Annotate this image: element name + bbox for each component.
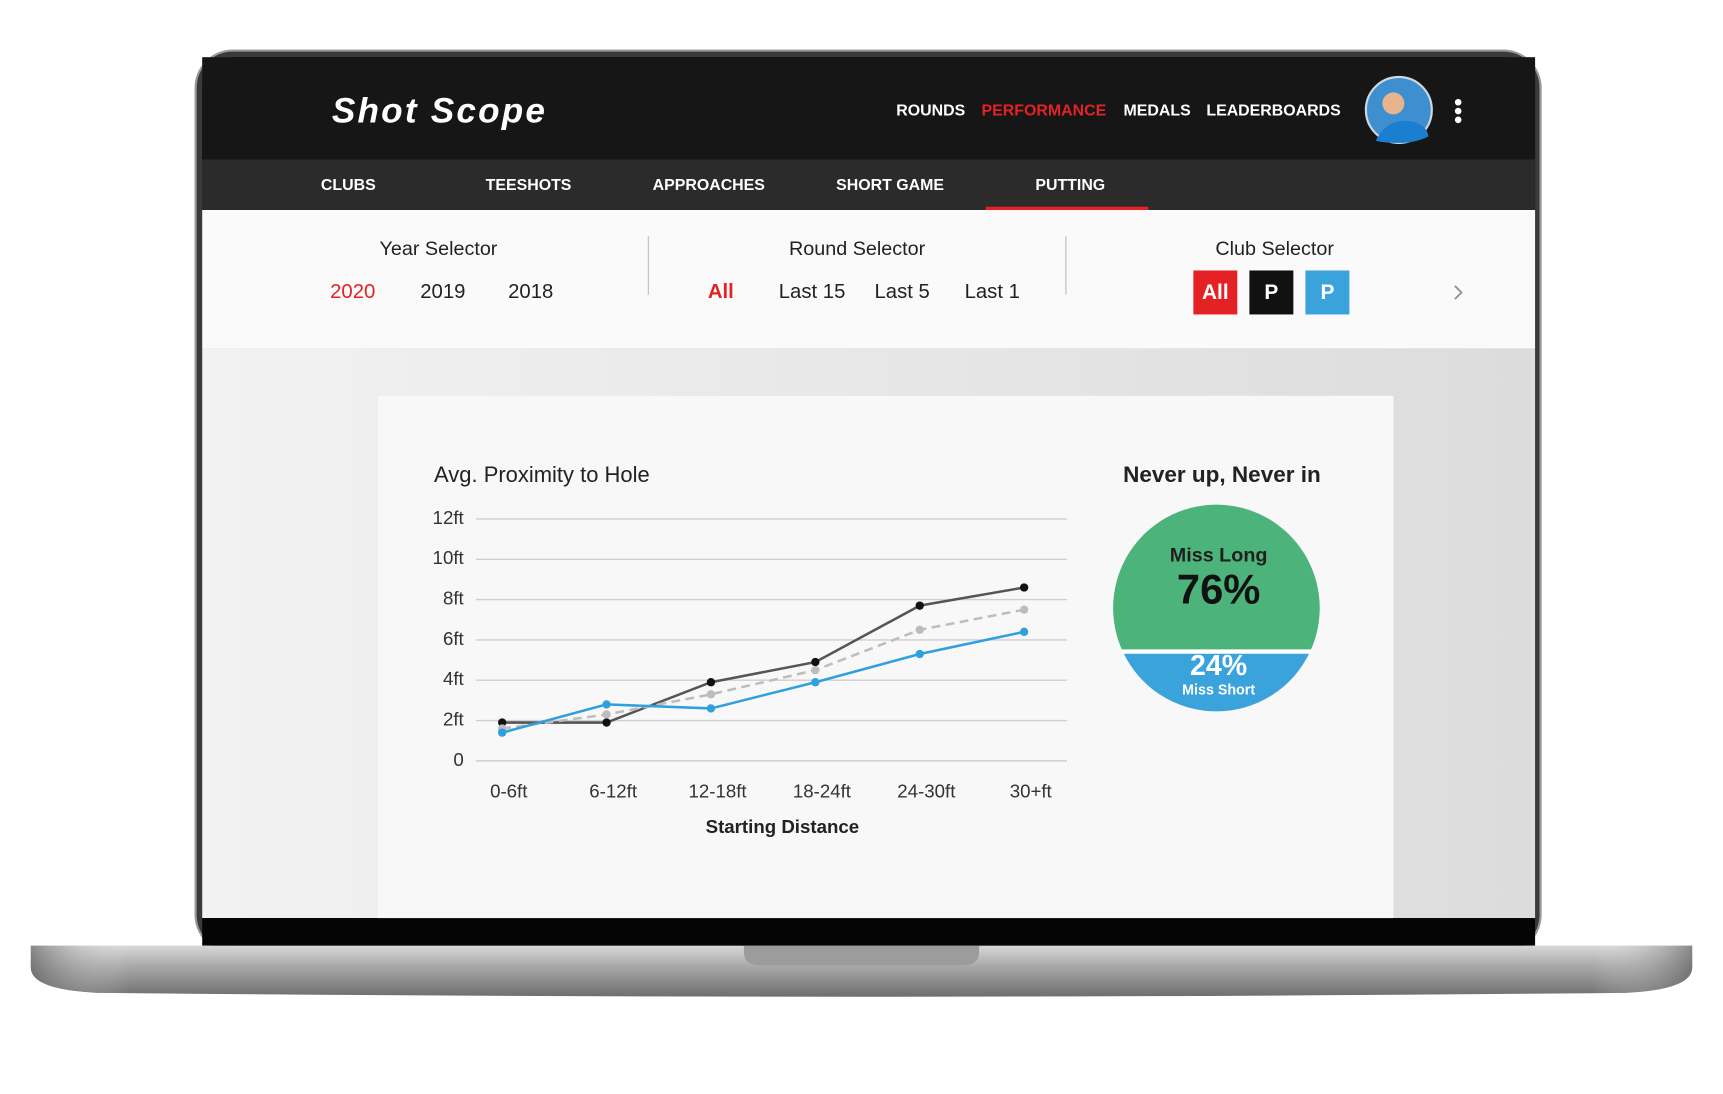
tab-underline: [985, 206, 1149, 211]
selector-option[interactable]: Last 5: [874, 281, 929, 303]
point: [811, 678, 820, 687]
y-tick-label: 4ft: [443, 668, 465, 689]
tab[interactable]: PUTTING: [1035, 177, 1105, 194]
x-tick-label: 24-30ft: [897, 781, 956, 802]
selector-option[interactable]: 2020: [330, 281, 375, 303]
club-button[interactable]: [1193, 270, 1238, 315]
tab[interactable]: APPROACHES: [653, 177, 765, 194]
segment-value: 24%: [1190, 650, 1247, 682]
point: [811, 665, 820, 675]
pie-segment: [1113, 504, 1320, 652]
chart-title: Never up, Never in: [1123, 462, 1321, 487]
point: [497, 718, 507, 727]
point: [1019, 583, 1029, 592]
point: [811, 657, 820, 667]
selector-option[interactable]: Last 15: [779, 281, 846, 303]
point: [915, 601, 924, 610]
top-bar: [202, 57, 1536, 160]
x-tick-label: 18-24ft: [793, 781, 852, 802]
selector-option[interactable]: All: [708, 281, 734, 303]
x-tick-label: 30+ft: [1010, 781, 1053, 802]
segment-value: 76%: [1177, 566, 1261, 613]
selector-title: Round Selector: [789, 238, 926, 260]
laptop-notch: [743, 945, 980, 966]
x-tick-label: 6-12ft: [589, 781, 638, 802]
point: [1019, 605, 1029, 614]
logo[interactable]: Shot Scope: [332, 92, 547, 131]
y-tick-label: 0: [453, 749, 463, 770]
nav-item[interactable]: MEDALS: [1123, 102, 1190, 119]
point: [602, 710, 611, 719]
selector-title: Year Selector: [379, 238, 497, 260]
point: [915, 649, 924, 659]
point: [915, 625, 924, 635]
avatar-face: [1382, 92, 1405, 115]
club-button-label[interactable]: All: [1202, 281, 1229, 304]
selector-option[interactable]: Last 1: [965, 281, 1020, 303]
club-button[interactable]: [1249, 270, 1294, 315]
club-button-label[interactable]: P: [1264, 281, 1278, 304]
tab-bar: [202, 159, 1536, 211]
line-series: [502, 608, 1025, 730]
point: [706, 704, 716, 713]
nav-item[interactable]: ROUNDS: [896, 102, 965, 119]
point: [706, 690, 716, 699]
tab[interactable]: SHORT GAME: [836, 177, 944, 194]
point: [602, 700, 611, 709]
point: [1019, 627, 1029, 637]
selector-option[interactable]: 2019: [420, 281, 465, 303]
chart-title: Avg. Proximity to Hole: [434, 462, 650, 487]
point: [602, 718, 611, 727]
x-axis-label: Starting Distance: [706, 816, 860, 837]
avatar-body: [1375, 120, 1429, 143]
point: [497, 728, 507, 737]
y-tick-label: 8ft: [443, 588, 465, 609]
line-series: [502, 586, 1025, 724]
screen-bottom: [202, 918, 1536, 946]
line-series: [501, 630, 1025, 734]
tab[interactable]: CLUBS: [321, 177, 376, 194]
club-button-label[interactable]: P: [1320, 281, 1334, 304]
selector-option[interactable]: 2018: [508, 281, 553, 303]
content: ROUNDS PERFORMANCE MEDALS LEADERBOARDS CLUBS…: [321, 102, 1350, 837]
nav-item[interactable]: PERFORMANCE: [982, 102, 1107, 119]
menu-icon[interactable]: [1454, 98, 1462, 124]
club-button[interactable]: [1305, 270, 1350, 315]
x-tick-label: 12-18ft: [688, 781, 747, 802]
pie-segment: [1122, 651, 1311, 712]
segment-label: Miss Short: [1182, 682, 1255, 698]
point: [706, 678, 716, 687]
selector-title: Club Selector: [1215, 238, 1334, 260]
segment-label: Miss Long: [1170, 545, 1268, 567]
laptop-base-shade: [30, 945, 1693, 997]
next-arrow[interactable]: [1454, 285, 1463, 300]
y-tick-label: 6ft: [443, 628, 465, 649]
tab[interactable]: TEESHOTS: [486, 177, 572, 194]
y-tick-label: 12ft: [433, 507, 465, 528]
y-tick-label: 10ft: [433, 547, 465, 568]
x-tick-label: 0-6ft: [490, 781, 528, 802]
y-tick-label: 2ft: [443, 708, 465, 729]
nav-item[interactable]: LEADERBOARDS: [1206, 102, 1340, 119]
